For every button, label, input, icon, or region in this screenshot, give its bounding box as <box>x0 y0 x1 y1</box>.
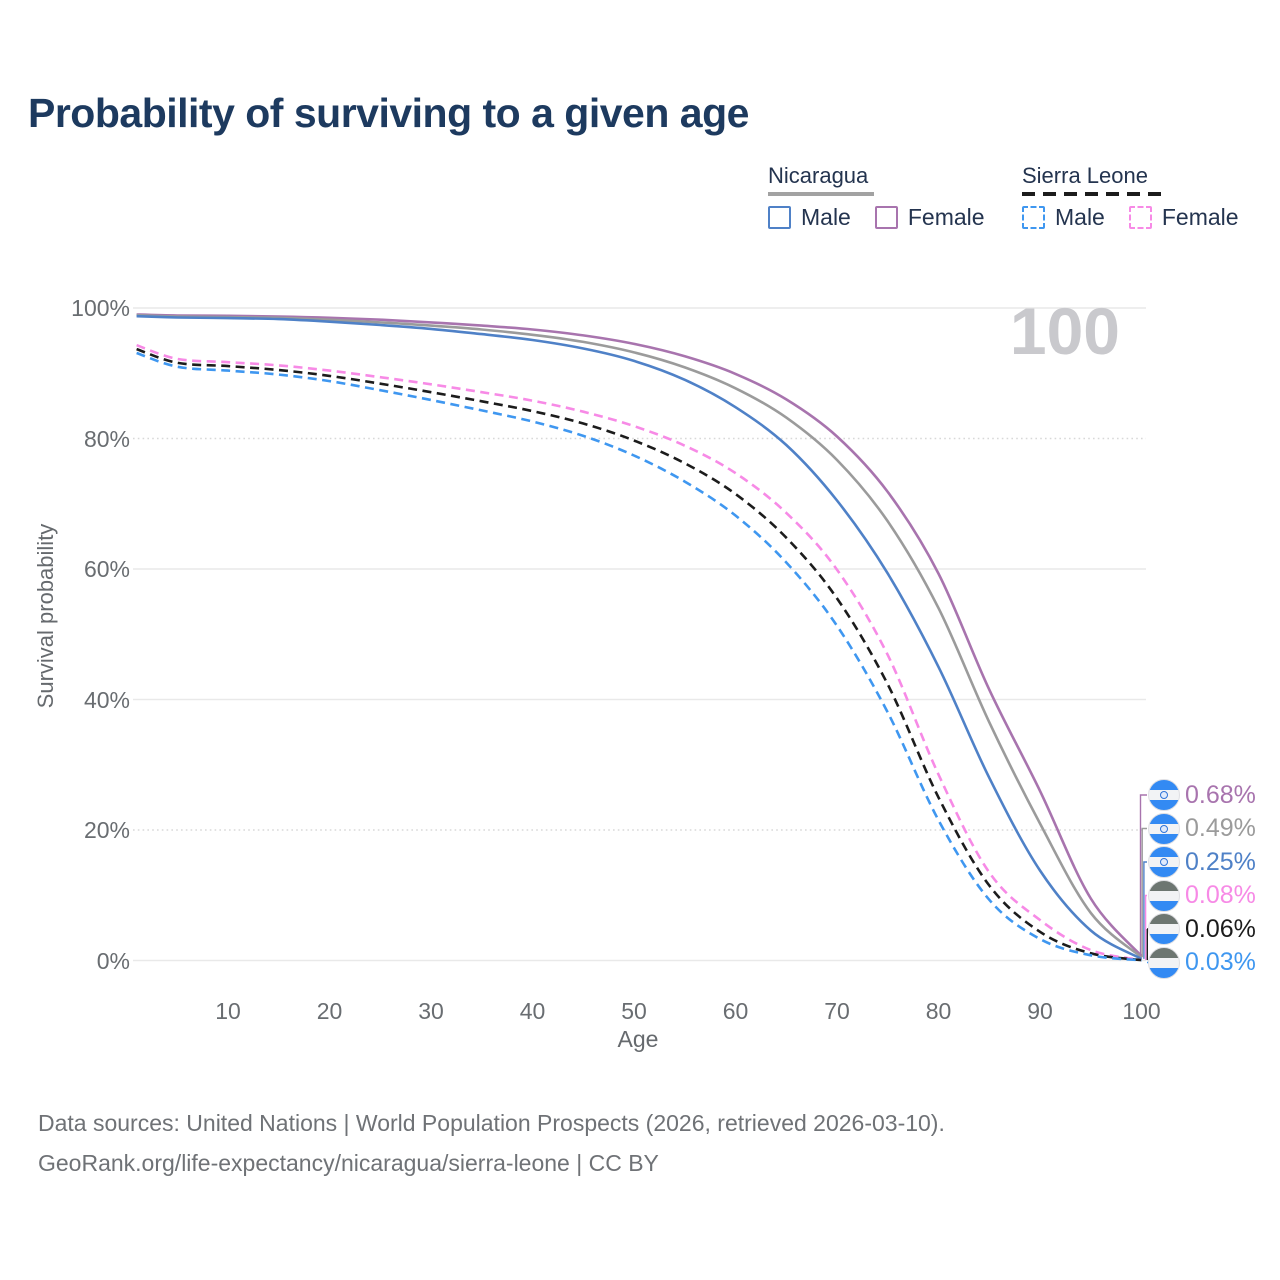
end-label-sierra-leone-both-sexes: 0.06% <box>1148 912 1256 946</box>
series-line-sierra-leone-male[interactable] <box>136 351 1142 962</box>
leader-line-nicaragua-female <box>1139 794 1147 957</box>
sierra-leone-flag-icon <box>1148 913 1180 945</box>
nicaragua-emblem-icon <box>1160 824 1168 833</box>
y-tick-60pct: 60% <box>83 556 130 582</box>
x-tick-30: 30 <box>418 998 444 1024</box>
end-label-nicaragua-male: 0.25% <box>1148 845 1256 879</box>
hovered-age-readout: 100 <box>1009 294 1120 368</box>
legend-country-nicaragua: Nicaragua <box>768 163 869 188</box>
nicaragua-male-label[interactable]: Male <box>801 204 851 230</box>
y-tick-20pct: 20% <box>83 817 130 843</box>
end-value: 0.25% <box>1185 847 1256 876</box>
nicaragua-female-label[interactable]: Female <box>907 204 985 230</box>
nicaragua-female-swatch[interactable] <box>874 206 898 229</box>
end-value: 0.06% <box>1185 914 1256 943</box>
end-label-sierra-leone-male: 0.03% <box>1148 946 1256 980</box>
legend-group-nicaragua: Nicaragua <box>768 163 875 196</box>
x-tick-100: 100 <box>1122 998 1161 1024</box>
y-tick-80pct: 80% <box>83 425 130 452</box>
leader-line-nicaragua-male <box>1143 861 1147 959</box>
end-label-sierra-leone-female: 0.08% <box>1148 879 1256 913</box>
x-tick-40: 40 <box>519 998 546 1024</box>
series-line-nicaragua-male[interactable] <box>136 314 1143 961</box>
sierra-leone-line-sample <box>1022 192 1164 196</box>
end-label-nicaragua-female: 0.68% <box>1148 778 1256 812</box>
x-tick-70: 70 <box>824 998 850 1024</box>
y-tick-100pct: 100% <box>71 295 130 321</box>
leader-line-sierra-leone-female <box>1144 894 1147 960</box>
series-line-nicaragua-both-sexes[interactable] <box>136 313 1143 959</box>
end-value: 0.08% <box>1185 881 1256 909</box>
series-line-sierra-leone-female[interactable] <box>136 343 1142 962</box>
y-axis-title: Survival probability <box>33 523 58 709</box>
sierra-leone-male-label[interactable]: Male <box>1055 204 1105 230</box>
sierra-leone-female-label[interactable]: Female <box>1161 204 1239 230</box>
series-line-nicaragua-female[interactable] <box>136 313 1143 957</box>
x-tick-10: 10 <box>215 998 241 1024</box>
footer-data-sources: Data sources: United Nations | World Pop… <box>38 1110 945 1136</box>
nicaragua-emblem-icon <box>1160 858 1168 866</box>
sierra-leone-female-swatch[interactable] <box>1128 206 1152 229</box>
legend-country-sierra-leone: Sierra Leone <box>1022 163 1148 188</box>
end-value: 0.68% <box>1185 780 1256 809</box>
page-title: Probability of surviving to a given age <box>28 90 749 136</box>
sierra-leone-flag-icon <box>1148 879 1180 912</box>
end-value: 0.49% <box>1185 814 1256 842</box>
footer-attribution: GeoRank.org/life-expectancy/nicaragua/si… <box>38 1150 659 1176</box>
y-tick-40pct: 40% <box>83 686 130 713</box>
nicaragua-flag-icon <box>1148 846 1180 878</box>
x-axis-title: Age <box>617 1026 659 1052</box>
legend-items-nicaragua: Male Female <box>768 204 999 231</box>
nicaragua-male-swatch[interactable] <box>768 206 791 229</box>
legend-items-sierra-leone: Male Female <box>1022 204 1253 231</box>
nicaragua-emblem-icon <box>1160 791 1168 799</box>
x-tick-20: 20 <box>316 998 343 1024</box>
y-tick-0pct: 0% <box>96 947 130 974</box>
nicaragua-flag-icon <box>1148 812 1180 845</box>
sierra-leone-male-swatch[interactable] <box>1022 206 1045 229</box>
x-tick-90: 90 <box>1027 998 1053 1024</box>
x-tick-80: 80 <box>925 998 952 1024</box>
sierra-leone-flag-icon <box>1148 946 1180 979</box>
leader-line-nicaragua-both-sexes <box>1141 827 1147 958</box>
legend-group-sierra-leone: Sierra Leone <box>1022 163 1164 196</box>
x-tick-60: 60 <box>722 998 749 1024</box>
nicaragua-flag-icon <box>1148 779 1180 811</box>
end-value: 0.03% <box>1185 948 1256 976</box>
x-tick-50: 50 <box>621 998 647 1024</box>
nicaragua-line-sample <box>768 192 875 196</box>
series-line-sierra-leone-both-sexes[interactable] <box>136 347 1142 962</box>
end-label-nicaragua-both-sexes: 0.49% <box>1148 812 1256 846</box>
